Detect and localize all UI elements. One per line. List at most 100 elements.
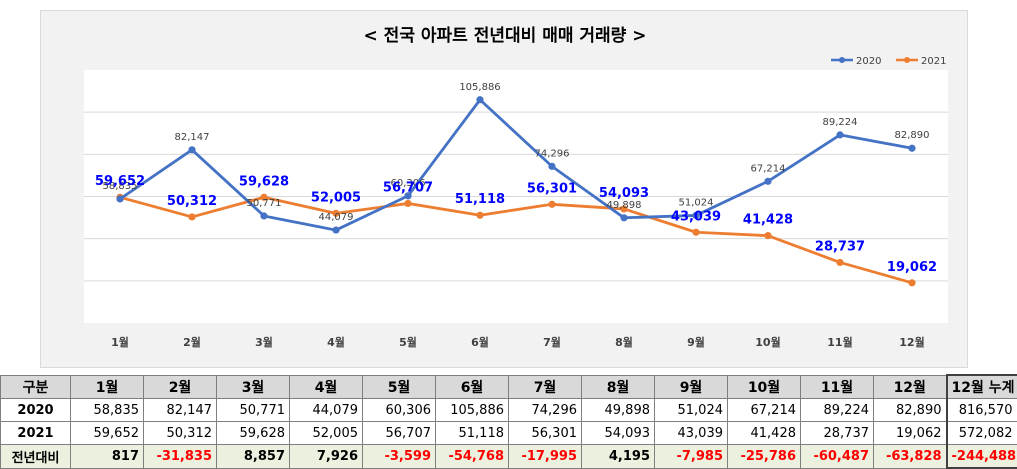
table-cell: 4,195 (582, 445, 655, 469)
data-point-2021 (908, 279, 915, 286)
data-point-2021 (188, 213, 195, 220)
line-chart: < 전국 아파트 전년대비 매매 거래량 > 1월 2월 3월 4월 5월 6월 7월 8월 9월… (41, 11, 969, 369)
data-point-2020 (836, 131, 843, 138)
data-point-2021 (404, 200, 411, 207)
table-cell-cumulative: -244,488 (947, 445, 1017, 469)
x-tick-label: 2월 (183, 335, 201, 349)
header-cell: 9월 (655, 375, 728, 399)
table-cell: -3,599 (363, 445, 436, 469)
data-point-2020 (332, 226, 339, 233)
table-cell: 44,079 (290, 399, 363, 422)
x-tick-label: 5월 (399, 335, 417, 349)
data-label-2020: 82,147 (175, 132, 210, 143)
x-tick-label: 1월 (111, 335, 129, 349)
table-cell: 59,652 (71, 422, 144, 445)
table-cell: 8,857 (217, 445, 290, 469)
table-cell: 51,024 (655, 399, 728, 422)
table-cell: 28,737 (801, 422, 874, 445)
data-label-2021: 54,093 (599, 186, 649, 201)
table-cell: -54,768 (436, 445, 509, 469)
table-row-yoy: 전년대비 817 -31,835 8,857 7,926 -3,599 -54,… (1, 445, 1017, 469)
data-point-2021 (548, 201, 555, 208)
x-tick-label: 11월 (827, 335, 852, 349)
data-label-2020: 67,214 (751, 163, 786, 174)
header-cell: 6월 (436, 375, 509, 399)
header-cell-cumulative: 12월 누계 (947, 375, 1017, 399)
table-cell: 19,062 (874, 422, 947, 445)
row-label: 전년대비 (1, 445, 71, 469)
table-row-2021: 2021 59,652 50,312 59,628 52,005 56,707 … (1, 422, 1017, 445)
row-label: 2021 (1, 422, 71, 445)
table-cell: 7,926 (290, 445, 363, 469)
header-cell: 4월 (290, 375, 363, 399)
data-label-2020: 74,296 (535, 148, 570, 159)
table-cell: 67,214 (728, 399, 801, 422)
table-cell: 105,886 (436, 399, 509, 422)
x-tick-label: 10월 (755, 335, 780, 349)
data-label-2021: 59,652 (95, 174, 145, 189)
table-cell: 50,771 (217, 399, 290, 422)
table-cell: -25,786 (728, 445, 801, 469)
data-point-2020 (116, 195, 123, 202)
data-label-2020: 82,890 (895, 130, 930, 141)
data-label-2021: 51,118 (455, 192, 505, 207)
data-point-2021 (476, 212, 483, 219)
data-label-2020: 44,079 (319, 212, 354, 223)
data-point-2020 (764, 178, 771, 185)
header-cell: 5월 (363, 375, 436, 399)
data-point-2020 (620, 214, 627, 221)
table-cell: 43,039 (655, 422, 728, 445)
table-cell: -60,487 (801, 445, 874, 469)
table-cell: 89,224 (801, 399, 874, 422)
table-cell: -31,835 (144, 445, 217, 469)
x-tick-label: 9월 (687, 335, 705, 349)
table-cell: 60,306 (363, 399, 436, 422)
data-point-2020 (548, 163, 555, 170)
header-cell: 2월 (144, 375, 217, 399)
data-label-2021: 52,005 (311, 190, 361, 205)
data-label-2020: 50,771 (247, 198, 282, 209)
data-label-2021: 56,707 (383, 180, 433, 195)
data-table: 구분 1월 2월 3월 4월 5월 6월 7월 8월 9월 10월 11월 12… (0, 374, 1017, 469)
table-cell: 49,898 (582, 399, 655, 422)
data-label-2020: 51,024 (679, 197, 714, 208)
chart-area: < 전국 아파트 전년대비 매매 거래량 > 1월 2월 3월 4월 5월 6월 7월 8월 9월… (40, 10, 968, 368)
x-tick-label: 3월 (255, 335, 273, 349)
table-cell: 59,628 (217, 422, 290, 445)
data-point-2021 (764, 232, 771, 239)
data-point-2020 (188, 146, 195, 153)
header-cell: 12월 (874, 375, 947, 399)
header-cell: 10월 (728, 375, 801, 399)
data-label-2021: 56,301 (527, 181, 577, 196)
chart-title: < 전국 아파트 전년대비 매매 거래량 > (364, 26, 647, 46)
data-point-2020 (260, 212, 267, 219)
table-cell: 82,147 (144, 399, 217, 422)
table-cell: 51,118 (436, 422, 509, 445)
table-cell: 82,890 (874, 399, 947, 422)
data-label-2021: 41,428 (743, 213, 793, 228)
table-cell: 41,428 (728, 422, 801, 445)
legend-marker-2020 (839, 57, 845, 63)
header-cell: 3월 (217, 375, 290, 399)
table-cell: 52,005 (290, 422, 363, 445)
table-row-2020: 2020 58,835 82,147 50,771 44,079 60,306 … (1, 399, 1017, 422)
table-cell-cumulative: 572,082 (947, 422, 1017, 445)
x-tick-label: 6월 (471, 335, 489, 349)
data-label-2021: 59,628 (239, 174, 289, 189)
table-cell: 74,296 (509, 399, 582, 422)
x-tick-label: 7월 (543, 335, 561, 349)
x-tick-label: 8월 (615, 335, 633, 349)
data-label-2020: 105,886 (459, 82, 500, 93)
data-label-2021: 43,039 (671, 209, 721, 224)
data-label-2021: 28,737 (815, 239, 865, 254)
x-tick-label: 4월 (327, 335, 345, 349)
header-cell: 1월 (71, 375, 144, 399)
table-cell: 56,707 (363, 422, 436, 445)
table-header-row: 구분 1월 2월 3월 4월 5월 6월 7월 8월 9월 10월 11월 12… (1, 375, 1017, 399)
table-cell-cumulative: 816,570 (947, 399, 1017, 422)
data-label-2021: 19,062 (887, 260, 937, 275)
header-cell: 구분 (1, 375, 71, 399)
data-point-2021 (692, 229, 699, 236)
data-point-2021 (836, 259, 843, 266)
legend-label-2020: 2020 (856, 56, 881, 67)
